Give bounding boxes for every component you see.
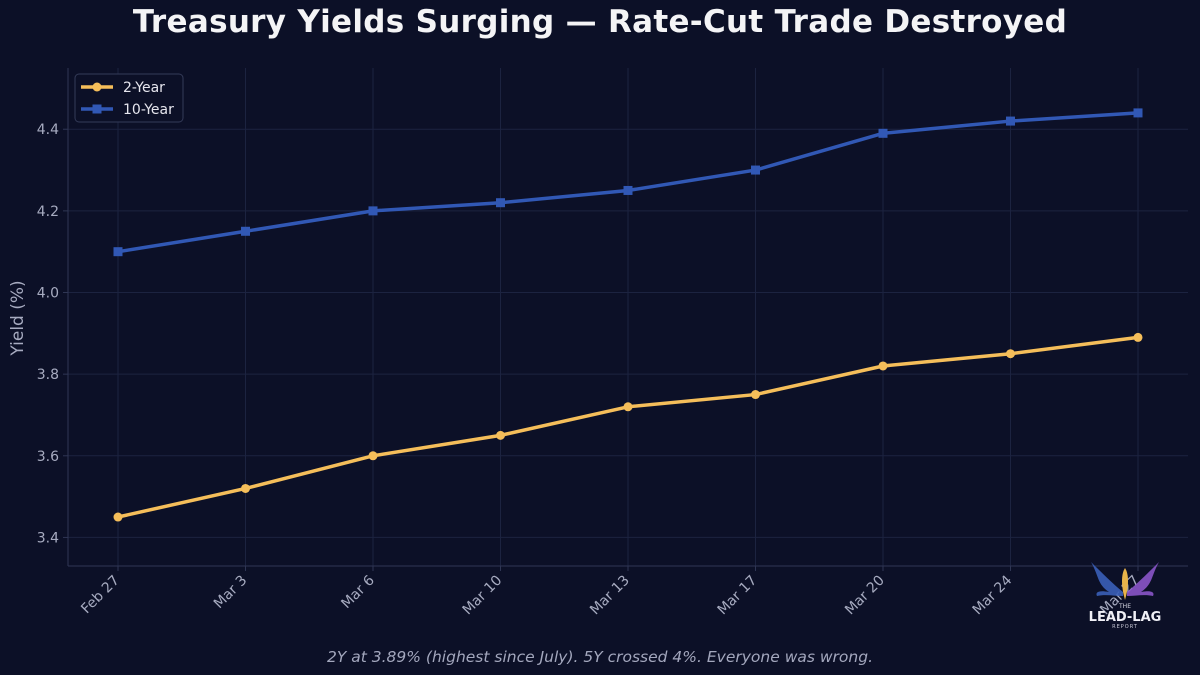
y-tick-label: 4.2 <box>37 204 59 220</box>
point-10-year <box>878 128 888 138</box>
legend-label-2-year: 2-Year <box>123 80 165 96</box>
y-tick-label: 3.8 <box>37 367 59 383</box>
logo-wing-right <box>1127 562 1159 596</box>
point-2-year <box>496 430 505 440</box>
lead-lag-logo: THE LEAD-LAG REPORT <box>1089 562 1162 630</box>
y-tick-label: 3.6 <box>37 449 59 465</box>
point-2-year <box>751 390 760 400</box>
series-layer <box>113 108 1143 522</box>
y-tick-label: 3.4 <box>37 530 59 546</box>
point-10-year <box>1133 108 1143 118</box>
point-2-year <box>1006 349 1015 359</box>
point-2-year <box>113 512 123 522</box>
y-axis-label: Yield (%) <box>8 280 28 356</box>
x-tick-label: Mar 17 <box>715 573 761 619</box>
x-tick-label: Mar 10 <box>460 573 506 619</box>
legend-label-10-year: 10-Year <box>123 102 174 118</box>
point-2-year <box>878 361 888 371</box>
axis-layer: 3.4 3.6 3.8 4.0 4.2 4.4 Feb 27 Mar 3 Mar 6 Mar 10… <box>37 68 1188 618</box>
legend-marker-10-year <box>92 104 102 114</box>
point-10-year <box>241 226 250 236</box>
point-10-year <box>751 165 760 175</box>
logo-the: THE <box>1118 603 1131 610</box>
chart-annotation: 2Y at 3.89% (highest since July). 5Y cro… <box>327 648 873 666</box>
point-10-year <box>113 247 123 257</box>
x-tick-label: Mar 3 <box>211 573 250 612</box>
point-10-year <box>623 185 633 195</box>
x-tick-label: Mar 24 <box>970 572 1016 618</box>
legend-marker-2-year <box>92 82 102 92</box>
logo-wing-left <box>1091 562 1123 596</box>
point-2-year <box>1133 332 1143 342</box>
logo-bird-body <box>1122 568 1128 600</box>
chart-title: Treasury Yields Surging — Rate-Cut Trade… <box>132 4 1068 40</box>
point-2-year <box>623 402 633 412</box>
x-tick-label: Mar 13 <box>587 573 633 619</box>
y-tick-label: 4.4 <box>37 122 59 138</box>
point-2-year <box>241 483 250 493</box>
point-2-year <box>368 451 378 461</box>
legend: 2-Year 10-Year <box>74 73 184 123</box>
point-10-year <box>1006 116 1015 126</box>
point-10-year <box>496 198 505 208</box>
x-tick-label: Feb 27 <box>78 573 123 618</box>
grid-layer <box>68 68 1188 566</box>
x-tick-label: Mar 6 <box>338 572 378 612</box>
point-10-year <box>368 206 378 216</box>
y-tick-label: 4.0 <box>37 286 59 302</box>
logo-main: LEAD-LAG <box>1089 610 1162 625</box>
x-tick-label: Mar 20 <box>842 573 888 619</box>
logo-sub: REPORT <box>1112 624 1138 630</box>
